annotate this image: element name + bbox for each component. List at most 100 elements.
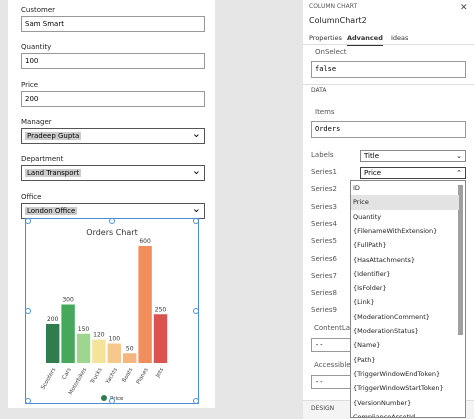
list-item[interactable]: {TriggerWindowStartToken} [353,384,444,393]
chevron: ⌄ [191,127,201,140]
prop-label: Series9 [311,306,337,315]
dropdown-value: Title [364,152,380,160]
list-item[interactable]: Price [351,195,459,210]
dropdown[interactable]: Pradeep Gupta ⌄ [21,128,205,144]
tab[interactable]: Ideas [391,34,409,42]
tab[interactable]: Properties [309,34,342,42]
list-item[interactable]: {Path} [353,355,376,364]
field-label: Quantity [21,43,52,51]
list-item[interactable]: {FilenameWithExtension} [353,226,438,235]
bar [107,343,121,363]
dropdown-value: Price [364,169,382,177]
x-tick-label: Trucks [89,367,103,386]
bar [138,246,152,363]
list-item[interactable]: {ModerationComment} [353,312,430,321]
resize-handle [25,398,31,404]
data-label: 100 [109,336,121,343]
prop-label: Series6 [311,254,337,263]
dropdown[interactable]: Land Transport ⌄ [21,165,205,181]
x-tick-label: Yachts [105,367,120,386]
list-item[interactable]: {Name} [353,341,381,350]
scrollbar[interactable] [458,185,463,335]
resize-handle [193,218,199,224]
text-input[interactable]: Sam Smart [21,16,205,32]
list-item[interactable]: {Link} [353,298,375,307]
field-label: Department [21,155,64,163]
prop-label: Series1 [311,168,337,176]
field-label: Manager [21,118,52,126]
x-tick-label: Cars [61,367,72,381]
text-input[interactable]: 100 [21,53,205,69]
tab[interactable]: Advanced [347,34,383,46]
formula-box[interactable]: Orders [311,121,466,138]
selected-item: London Office [25,207,78,215]
data-label: 600 [139,238,151,245]
resize-handle [193,308,199,314]
field-label: Price [21,81,39,89]
text-input[interactable]: 200 [21,91,205,107]
prop-label: Series7 [311,271,337,280]
legend-marker [101,395,107,401]
bar [153,314,168,363]
close-icon[interactable]: ✕ [460,3,468,13]
dropdown[interactable]: Price ⌃ [360,167,466,179]
bar [61,304,75,363]
prop-label: OnSelect [315,48,347,56]
resize-handle [25,218,31,224]
control-kind: COLUMN CHART [309,3,358,10]
data-label: 150 [78,326,90,333]
formula-box[interactable]: false [311,61,466,78]
bar [46,324,60,363]
prop-label: Items [315,108,335,116]
list-item[interactable]: {TriggerWindowEndToken} [353,369,441,378]
resize-handle [25,308,31,314]
list-item[interactable]: {IsFolder} [353,284,387,293]
chevron: ⌄ [191,164,201,177]
section-title: DESIGN [311,405,335,412]
legend-label: Price [110,396,124,402]
resize-handle [193,398,199,404]
chevron: ⌄ [191,202,201,215]
canvas: Customer Sam Smart Quantity 100 Price 200 Mana… [8,0,215,408]
list-item[interactable]: ID [353,184,360,192]
dropdown[interactable]: London Office ⌄ [21,203,205,219]
selected-item: Pradeep Gupta [25,132,82,140]
tabs: Properties Advanced Ideas [309,34,469,46]
prop-label: Series8 [311,289,337,298]
prop-label: Series3 [311,202,337,211]
bar [123,353,137,363]
prop-label: ContentLanguage [314,324,377,332]
data-label: 250 [155,306,167,313]
list-item[interactable]: {Identifier} [353,269,391,278]
resize-handle [109,218,115,224]
selected-item: Land Transport [25,169,82,177]
bar [92,339,106,363]
resize-handle [109,398,115,404]
dropdown[interactable]: Title ⌄ [360,150,466,162]
list-item[interactable]: {ModerationStatus} [353,327,419,335]
dropdown-list: ID Price Quantity {FilenameWithExtension} {F… [350,180,466,418]
chart-title: Orders Chart [86,228,137,237]
list-item[interactable]: ComplianceAssetId [353,412,416,418]
control-name: ColumnChart2 [309,16,367,25]
chevron: ⌄ [456,152,462,160]
list-item[interactable]: {VersionNumber} [353,398,412,407]
chevron: ⌃ [456,169,462,177]
data-label: 300 [62,297,74,304]
divider [303,44,474,45]
prop-label: Series2 [311,185,337,194]
field-label: Office [21,193,42,201]
prop-label: Labels [311,151,334,159]
divider [303,84,474,85]
x-tick-label: Boats [121,367,134,384]
list-item[interactable]: {FullPath} [353,241,387,250]
list-item[interactable]: {HasAttachments} [353,255,416,264]
data-label: 50 [126,345,134,352]
chart[interactable]: Orders Chart 200Scooters300Cars150Motorb… [25,218,200,405]
list-item[interactable]: Quantity [353,212,382,221]
prop-label: Series5 [311,237,337,246]
bar [76,333,91,363]
prop-label: AccessibleLabel [314,361,370,369]
prop-label: Series4 [311,219,337,228]
